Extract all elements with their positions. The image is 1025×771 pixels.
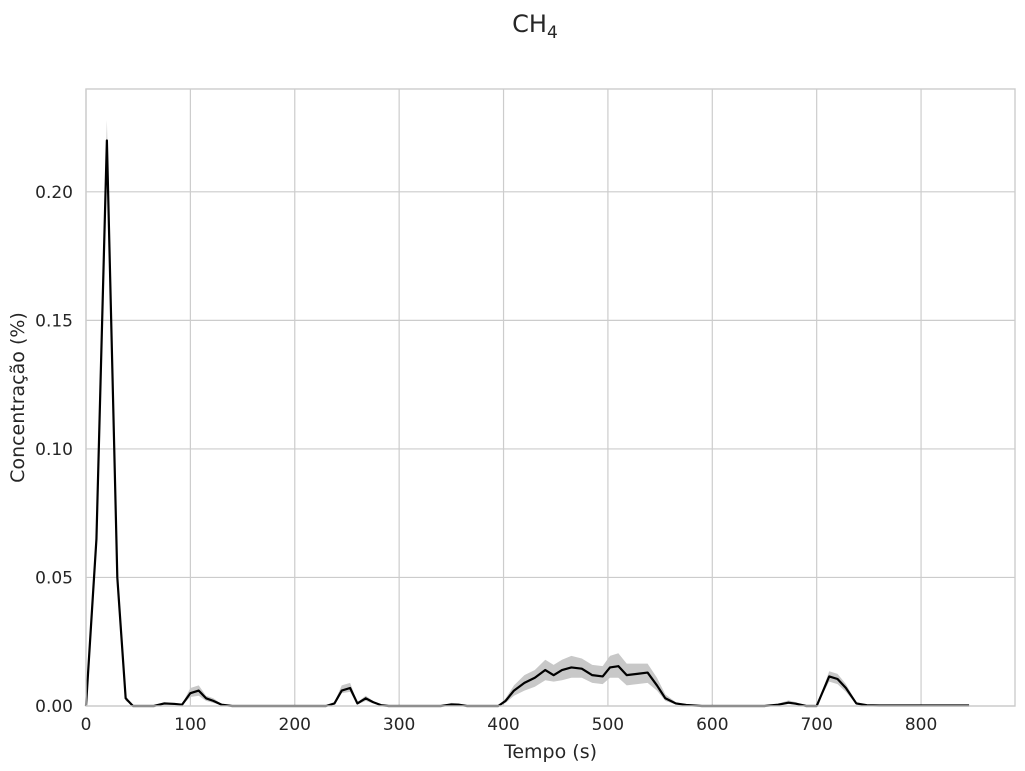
x-tick-label: 200 <box>279 715 311 735</box>
x-tick-label: 500 <box>592 715 624 735</box>
x-tick-label: 400 <box>487 715 519 735</box>
y-tick-label: 0.05 <box>35 568 73 588</box>
y-tick-label: 0.20 <box>35 183 73 203</box>
y-tick-label: 0.00 <box>35 697 73 717</box>
x-tick-label: 700 <box>800 715 832 735</box>
x-tick-label: 600 <box>696 715 728 735</box>
y-axis-ticks: 0.00 0.05 0.10 0.15 0.20 <box>35 183 73 717</box>
grid <box>85 89 1015 707</box>
x-axis-ticks: 0 100 200 300 400 500 600 700 800 <box>81 715 938 735</box>
x-tick-label: 100 <box>174 715 206 735</box>
y-axis-label: Concentração (%) <box>7 312 29 483</box>
chart-title-main: CH <box>512 10 547 38</box>
confidence-band <box>86 119 970 707</box>
series-line <box>84 139 970 708</box>
y-tick-label: 0.15 <box>35 311 73 331</box>
x-tick-label: 0 <box>81 715 92 735</box>
chart-title: CH4 <box>512 10 558 43</box>
y-tick-label: 0.10 <box>35 440 73 460</box>
plot-frame <box>85 88 1016 707</box>
chart-title-subscript: 4 <box>547 23 558 43</box>
x-axis-label: Tempo (s) <box>503 741 597 763</box>
x-tick-label: 800 <box>905 715 937 735</box>
x-tick-label: 300 <box>383 715 415 735</box>
